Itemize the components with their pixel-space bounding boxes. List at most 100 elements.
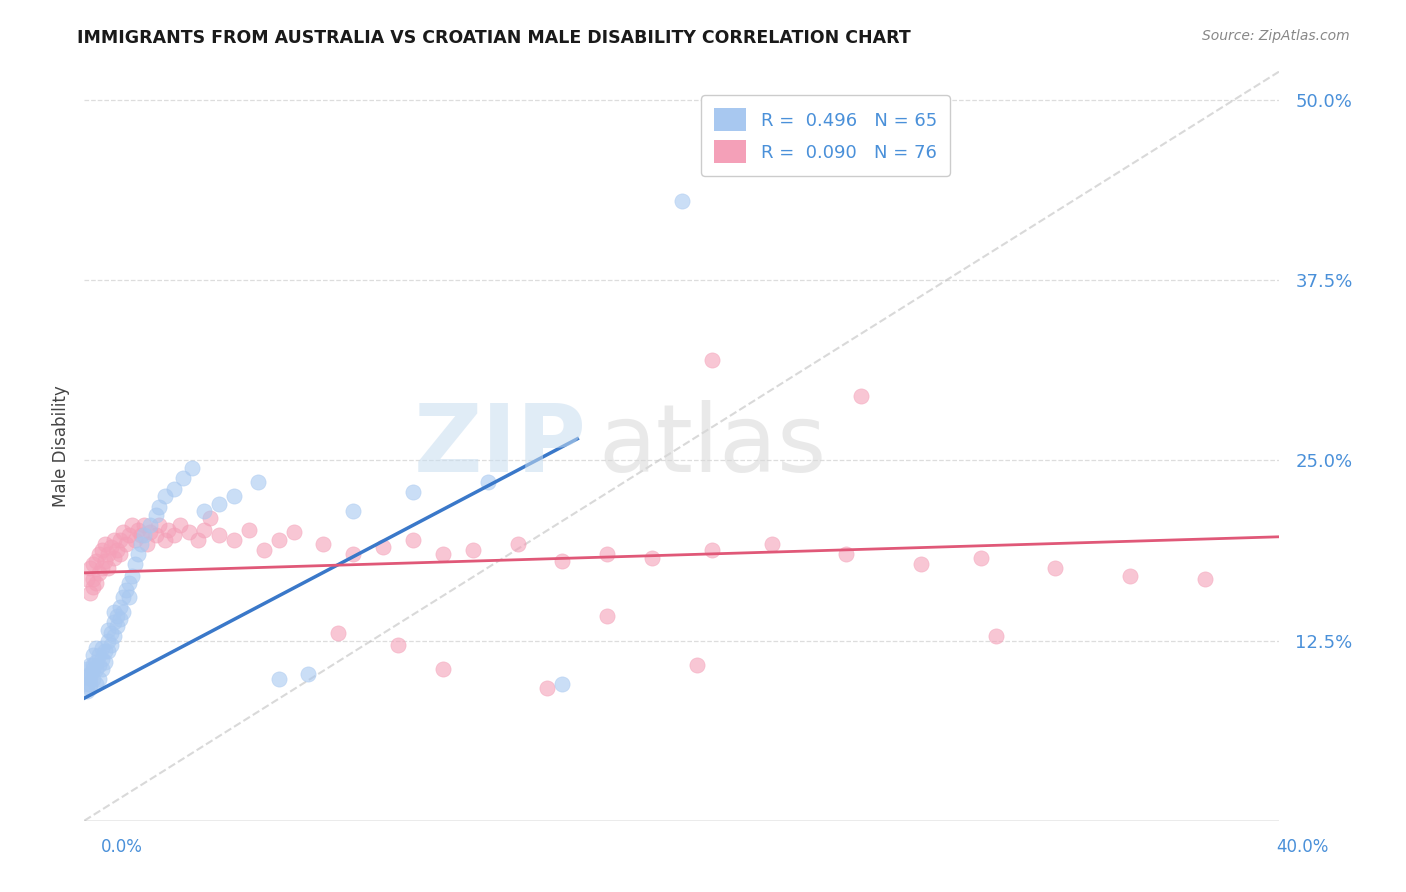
Point — [551, 554, 574, 568]
Point — [94, 655, 117, 669]
Point — [145, 528, 167, 542]
Point — [835, 547, 858, 561]
Point — [79, 658, 101, 673]
Point — [148, 500, 170, 514]
Point — [402, 533, 425, 547]
Point — [82, 572, 104, 586]
Point — [91, 662, 114, 676]
Point — [124, 557, 146, 571]
Point — [193, 504, 215, 518]
Point — [82, 580, 104, 594]
Point — [208, 528, 231, 542]
Point — [89, 648, 111, 662]
Point — [82, 662, 104, 676]
Point — [79, 669, 101, 683]
Point — [118, 528, 141, 542]
Point — [97, 643, 120, 657]
Point — [79, 586, 101, 600]
Point — [984, 629, 1007, 643]
Point — [86, 655, 108, 669]
Point — [671, 194, 693, 208]
Point — [97, 547, 120, 561]
Point — [112, 605, 135, 619]
Point — [76, 669, 98, 683]
Point — [100, 638, 122, 652]
Point — [222, 490, 245, 504]
Point — [110, 612, 132, 626]
Point — [148, 518, 170, 533]
Point — [1119, 568, 1142, 582]
Point — [118, 575, 141, 590]
Point — [127, 523, 149, 537]
Point — [238, 523, 260, 537]
Point — [153, 490, 176, 504]
Point — [432, 547, 454, 561]
Point — [82, 658, 104, 673]
Text: Source: ZipAtlas.com: Source: ZipAtlas.com — [1202, 29, 1350, 43]
Point — [177, 525, 200, 540]
Point — [103, 533, 125, 547]
Point — [82, 673, 104, 687]
Point — [222, 533, 245, 547]
Point — [641, 551, 664, 566]
Point — [187, 533, 209, 547]
Point — [761, 537, 783, 551]
Point — [1045, 561, 1067, 575]
Point — [163, 482, 186, 496]
Point — [110, 600, 132, 615]
Point — [910, 557, 932, 571]
Point — [153, 533, 176, 547]
Point — [97, 561, 120, 575]
Point — [1194, 572, 1216, 586]
Point — [79, 561, 101, 575]
Point — [129, 537, 152, 551]
Point — [91, 561, 114, 575]
Point — [267, 673, 290, 687]
Point — [76, 662, 98, 676]
Point — [76, 572, 98, 586]
Point — [686, 658, 709, 673]
Point — [86, 677, 108, 691]
Point — [79, 677, 101, 691]
Point — [76, 677, 98, 691]
Point — [121, 518, 143, 533]
Point — [89, 673, 111, 687]
Point — [91, 652, 114, 666]
Point — [121, 568, 143, 582]
Text: IMMIGRANTS FROM AUSTRALIA VS CROATIAN MALE DISABILITY CORRELATION CHART: IMMIGRANTS FROM AUSTRALIA VS CROATIAN MA… — [77, 29, 911, 46]
Point — [86, 575, 108, 590]
Point — [110, 533, 132, 547]
Point — [89, 658, 111, 673]
Point — [132, 528, 156, 542]
Point — [115, 537, 138, 551]
Point — [136, 537, 159, 551]
Point — [970, 551, 993, 566]
Point — [97, 624, 120, 638]
Text: 40.0%: 40.0% — [1277, 838, 1329, 855]
Legend: R =  0.496   N = 65, R =  0.090   N = 76: R = 0.496 N = 65, R = 0.090 N = 76 — [702, 95, 949, 176]
Point — [373, 540, 395, 554]
Point — [103, 605, 125, 619]
Point — [157, 523, 180, 537]
Point — [551, 677, 574, 691]
Point — [181, 460, 204, 475]
Point — [163, 528, 186, 542]
Point — [86, 640, 108, 655]
Point — [97, 633, 120, 648]
Point — [198, 511, 221, 525]
Point — [105, 609, 128, 624]
Point — [103, 551, 125, 566]
Point — [172, 471, 194, 485]
Point — [94, 643, 117, 657]
Point — [89, 547, 111, 561]
Y-axis label: Male Disability: Male Disability — [52, 385, 70, 507]
Point — [208, 497, 231, 511]
Point — [700, 542, 723, 557]
Point — [700, 352, 723, 367]
Point — [89, 566, 111, 580]
Point — [283, 525, 305, 540]
Point — [91, 640, 114, 655]
Text: 0.0%: 0.0% — [101, 838, 143, 855]
Point — [851, 388, 873, 402]
Text: ZIP: ZIP — [413, 400, 586, 492]
